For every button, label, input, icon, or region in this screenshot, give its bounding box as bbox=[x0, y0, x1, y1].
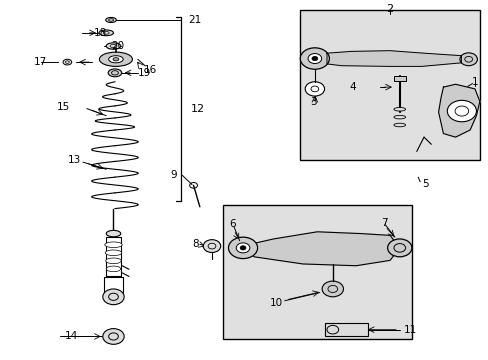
Circle shape bbox=[311, 57, 317, 61]
Ellipse shape bbox=[393, 123, 405, 127]
Bar bbox=[324, 323, 367, 337]
Bar bbox=[105, 237, 121, 276]
Text: 17: 17 bbox=[33, 57, 46, 67]
Text: 14: 14 bbox=[65, 332, 78, 342]
Circle shape bbox=[307, 54, 321, 64]
Ellipse shape bbox=[99, 52, 132, 66]
Text: 1: 1 bbox=[471, 77, 477, 87]
Polygon shape bbox=[242, 232, 399, 266]
Circle shape bbox=[387, 239, 411, 257]
Circle shape bbox=[322, 281, 343, 297]
Text: 3: 3 bbox=[309, 97, 316, 107]
Bar bbox=[103, 277, 123, 293]
Circle shape bbox=[305, 82, 324, 96]
Circle shape bbox=[300, 48, 329, 69]
Circle shape bbox=[102, 289, 124, 305]
Ellipse shape bbox=[99, 30, 113, 36]
Text: 4: 4 bbox=[349, 82, 355, 92]
Bar bbox=[222, 205, 411, 339]
Ellipse shape bbox=[105, 18, 116, 22]
Text: 18: 18 bbox=[94, 28, 107, 38]
Circle shape bbox=[459, 53, 476, 66]
Text: 10: 10 bbox=[270, 298, 283, 308]
Ellipse shape bbox=[393, 108, 405, 111]
Polygon shape bbox=[326, 51, 461, 66]
Ellipse shape bbox=[63, 59, 72, 65]
Bar bbox=[393, 76, 405, 81]
Text: 7: 7 bbox=[381, 218, 387, 228]
Ellipse shape bbox=[106, 230, 121, 237]
Text: 9: 9 bbox=[170, 170, 176, 180]
Text: 12: 12 bbox=[191, 104, 205, 113]
Ellipse shape bbox=[113, 58, 119, 61]
Ellipse shape bbox=[106, 266, 121, 272]
Polygon shape bbox=[438, 84, 479, 137]
Circle shape bbox=[228, 237, 257, 258]
Text: 2: 2 bbox=[386, 4, 393, 14]
Text: 20: 20 bbox=[111, 41, 124, 51]
Ellipse shape bbox=[108, 56, 123, 63]
Ellipse shape bbox=[105, 250, 122, 256]
Text: 21: 21 bbox=[188, 15, 202, 25]
Text: 11: 11 bbox=[403, 325, 416, 335]
Ellipse shape bbox=[104, 242, 122, 248]
Text: 15: 15 bbox=[57, 102, 70, 112]
Circle shape bbox=[203, 240, 220, 252]
Text: 6: 6 bbox=[228, 219, 235, 229]
Ellipse shape bbox=[105, 258, 121, 264]
Circle shape bbox=[102, 329, 124, 344]
Ellipse shape bbox=[106, 43, 121, 49]
Ellipse shape bbox=[393, 115, 405, 119]
Ellipse shape bbox=[108, 69, 122, 77]
Circle shape bbox=[447, 100, 475, 122]
Circle shape bbox=[240, 246, 245, 250]
Text: 8: 8 bbox=[191, 239, 198, 249]
Circle shape bbox=[236, 243, 249, 253]
Text: 5: 5 bbox=[422, 179, 428, 189]
Text: 13: 13 bbox=[68, 156, 81, 165]
Text: 19: 19 bbox=[138, 68, 151, 78]
Text: 16: 16 bbox=[143, 65, 157, 75]
Bar bbox=[300, 10, 479, 160]
